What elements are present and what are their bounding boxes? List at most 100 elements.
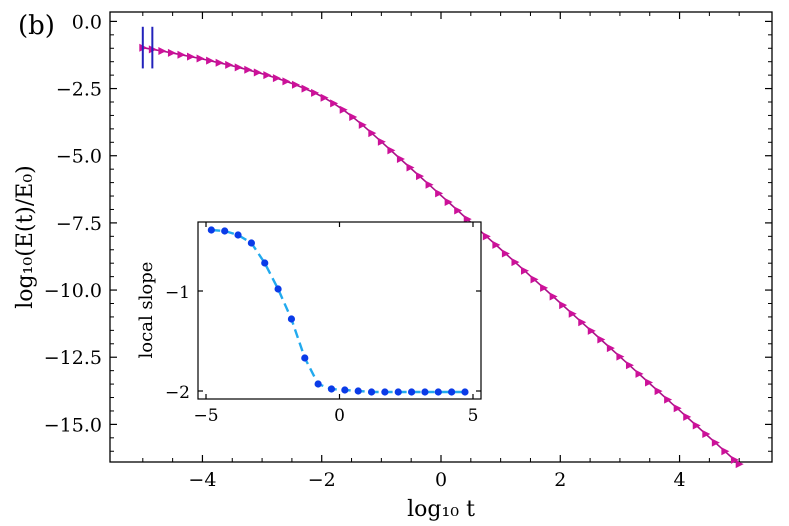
main-data-point <box>377 137 386 146</box>
main-y-tick-label: −5.0 <box>56 146 102 168</box>
main-data-point <box>272 74 281 83</box>
main-data-point <box>244 65 253 74</box>
main-data-point <box>735 460 744 469</box>
main-data-point <box>578 318 587 327</box>
main-axis-ticks: −4 −2 0 2 4 0.0 −2.5 −5.0 −7.5 −10.0 −12.5 −15.0 <box>44 11 772 491</box>
main-y-tick-label: −10.0 <box>44 280 102 302</box>
inset-data-point <box>381 388 389 396</box>
inset-data-point <box>234 231 242 239</box>
main-data-point <box>654 387 663 396</box>
main-data-point <box>540 283 549 292</box>
main-data-point <box>559 301 568 310</box>
main-data-point <box>253 68 262 77</box>
main-data-point <box>501 249 510 258</box>
main-x-tick-label: 4 <box>674 469 686 491</box>
main-data-point <box>444 197 453 206</box>
inset-data-point <box>314 380 322 388</box>
inset-data-point <box>207 226 215 234</box>
main-data-point <box>358 120 367 129</box>
inset-axis-ticks: −5 0 5 −1 −2 <box>165 222 481 426</box>
main-data-point <box>721 447 730 456</box>
inset-data-point <box>407 388 416 396</box>
main-data-point <box>673 404 682 413</box>
main-x-tick-label: 0 <box>435 469 447 491</box>
main-data-point <box>625 361 634 370</box>
main-data-point <box>730 455 739 464</box>
main-x-axis-label: log₁₀ t <box>407 497 475 522</box>
main-data-point <box>206 56 215 65</box>
main-data-point <box>330 99 339 108</box>
inset-y-axis-label: local slope <box>136 262 157 359</box>
main-data-point <box>215 58 224 67</box>
main-data-point <box>645 378 654 387</box>
inset-series <box>207 226 469 396</box>
inset-data-point <box>434 388 442 396</box>
main-data-point <box>339 105 348 114</box>
main-data-point <box>492 240 501 249</box>
main-data-point <box>282 77 291 86</box>
inset-data-point <box>221 227 229 235</box>
inset-data-point <box>261 259 269 267</box>
inset-data-point <box>394 388 402 396</box>
main-data-point <box>616 352 625 361</box>
main-data-point <box>692 421 701 430</box>
main-data-point <box>482 232 491 241</box>
main-data-point <box>349 113 358 122</box>
main-y-tick-label: 0.0 <box>72 11 102 33</box>
main-data-point <box>234 63 243 72</box>
inset-x-tick-label: 0 <box>334 406 345 426</box>
inset-series-line <box>211 228 465 394</box>
main-data-point <box>320 93 329 102</box>
main-data-point <box>702 430 711 439</box>
inset-data-point <box>461 388 469 396</box>
main-data-point <box>263 71 272 80</box>
main-data-point <box>683 412 692 421</box>
main-data-point <box>416 172 425 181</box>
main-data-point <box>396 154 405 163</box>
main-data-point <box>520 266 529 275</box>
main-y-axis-label: log₁₀(E(t)/E₀) <box>13 165 38 309</box>
inset-data-point <box>301 354 309 362</box>
main-data-point <box>454 206 463 215</box>
main-y-tick-label: −12.5 <box>44 347 102 369</box>
main-y-tick-label: −7.5 <box>56 213 102 235</box>
main-x-tick-label: 2 <box>554 469 566 491</box>
main-data-point <box>368 129 377 138</box>
inset-data-point <box>367 388 376 396</box>
main-data-point <box>167 48 176 57</box>
main-data-point <box>177 50 186 59</box>
main-y-tick-label: −15.0 <box>44 414 102 436</box>
main-series <box>139 26 744 469</box>
main-data-point <box>549 292 558 301</box>
main-series-line <box>142 46 740 465</box>
main-data-point <box>530 275 539 284</box>
inset-data-point <box>354 387 362 395</box>
inset-data-point <box>274 285 282 293</box>
main-data-point <box>187 52 196 61</box>
inset-data-point <box>247 239 255 247</box>
main-data-point <box>387 146 396 155</box>
inset-plot-frame <box>197 221 482 400</box>
inset-data-point <box>327 385 336 393</box>
inset-x-tick-label: 5 <box>468 406 479 426</box>
inset-data-point <box>421 388 429 396</box>
inset-data-point <box>341 386 349 394</box>
inset-y-tick-label: −1 <box>165 283 190 303</box>
main-data-point <box>711 438 720 447</box>
main-y-tick-label: −2.5 <box>56 79 102 101</box>
main-data-point <box>568 309 577 318</box>
inset-data-point <box>287 315 296 323</box>
main-data-point <box>311 88 320 97</box>
main-data-point <box>425 180 434 189</box>
inset-x-tick-label: −5 <box>193 406 218 426</box>
main-data-point <box>196 54 205 63</box>
main-data-point <box>406 163 415 172</box>
main-data-point <box>587 326 596 335</box>
main-data-point <box>301 84 310 93</box>
main-data-point <box>225 60 234 69</box>
main-data-point <box>597 335 606 344</box>
inset-data-point <box>448 388 456 396</box>
main-data-point <box>291 80 300 89</box>
main-data-point <box>435 189 444 198</box>
